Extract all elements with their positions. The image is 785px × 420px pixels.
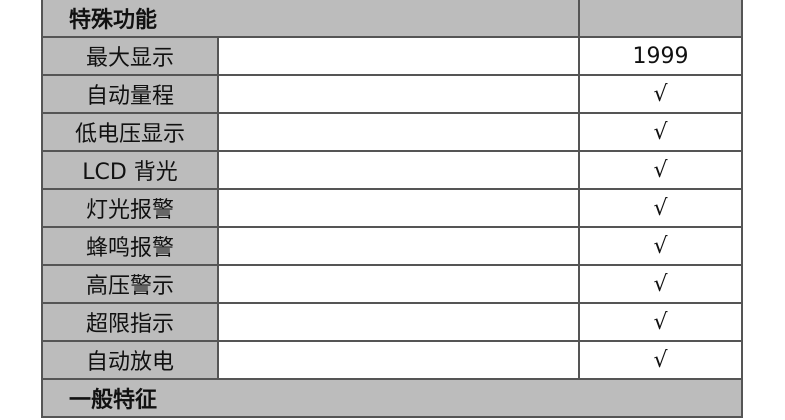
empty-cell bbox=[217, 302, 580, 342]
feature-label: 低电压显示 bbox=[41, 112, 219, 152]
empty-cell bbox=[217, 188, 580, 228]
section-title: 一般特征 bbox=[41, 378, 743, 418]
feature-label: 灯光报警 bbox=[41, 188, 219, 228]
table-row: LCD 背光 √ bbox=[41, 150, 743, 190]
section-header-row: 特殊功能 bbox=[41, 0, 743, 38]
feature-value: √ bbox=[578, 188, 743, 228]
feature-label: LCD 背光 bbox=[41, 150, 219, 190]
table-row: 灯光报警 √ bbox=[41, 188, 743, 228]
feature-value: √ bbox=[578, 74, 743, 114]
section-title: 特殊功能 bbox=[41, 0, 580, 38]
empty-cell bbox=[217, 74, 580, 114]
table-row: 高压警示 √ bbox=[41, 264, 743, 304]
feature-label: 蜂鸣报警 bbox=[41, 226, 219, 266]
empty-cell bbox=[217, 150, 580, 190]
feature-value: √ bbox=[578, 302, 743, 342]
feature-value: 1999 bbox=[578, 36, 743, 76]
empty-cell bbox=[217, 112, 580, 152]
section-header-value-cell bbox=[578, 0, 743, 38]
spec-table: 特殊功能 最大显示 1999 自动量程 √ 低电压显示 √ LCD 背光 √ 灯光报警 √ 蜂鸣报警… bbox=[41, 0, 743, 418]
table-row: 蜂鸣报警 √ bbox=[41, 226, 743, 266]
empty-cell bbox=[217, 226, 580, 266]
feature-value: √ bbox=[578, 150, 743, 190]
table-row: 自动量程 √ bbox=[41, 74, 743, 114]
feature-value: √ bbox=[578, 226, 743, 266]
feature-label: 超限指示 bbox=[41, 302, 219, 342]
feature-label: 自动放电 bbox=[41, 340, 219, 380]
table-row: 自动放电 √ bbox=[41, 340, 743, 380]
feature-label: 自动量程 bbox=[41, 74, 219, 114]
empty-cell bbox=[217, 264, 580, 304]
table-row: 低电压显示 √ bbox=[41, 112, 743, 152]
empty-cell bbox=[217, 36, 580, 76]
feature-value: √ bbox=[578, 112, 743, 152]
feature-value: √ bbox=[578, 264, 743, 304]
section-header-row: 一般特征 bbox=[41, 378, 743, 418]
feature-label: 最大显示 bbox=[41, 36, 219, 76]
feature-label: 高压警示 bbox=[41, 264, 219, 304]
table-row: 超限指示 √ bbox=[41, 302, 743, 342]
feature-value: √ bbox=[578, 340, 743, 380]
table-row: 最大显示 1999 bbox=[41, 36, 743, 76]
empty-cell bbox=[217, 340, 580, 380]
